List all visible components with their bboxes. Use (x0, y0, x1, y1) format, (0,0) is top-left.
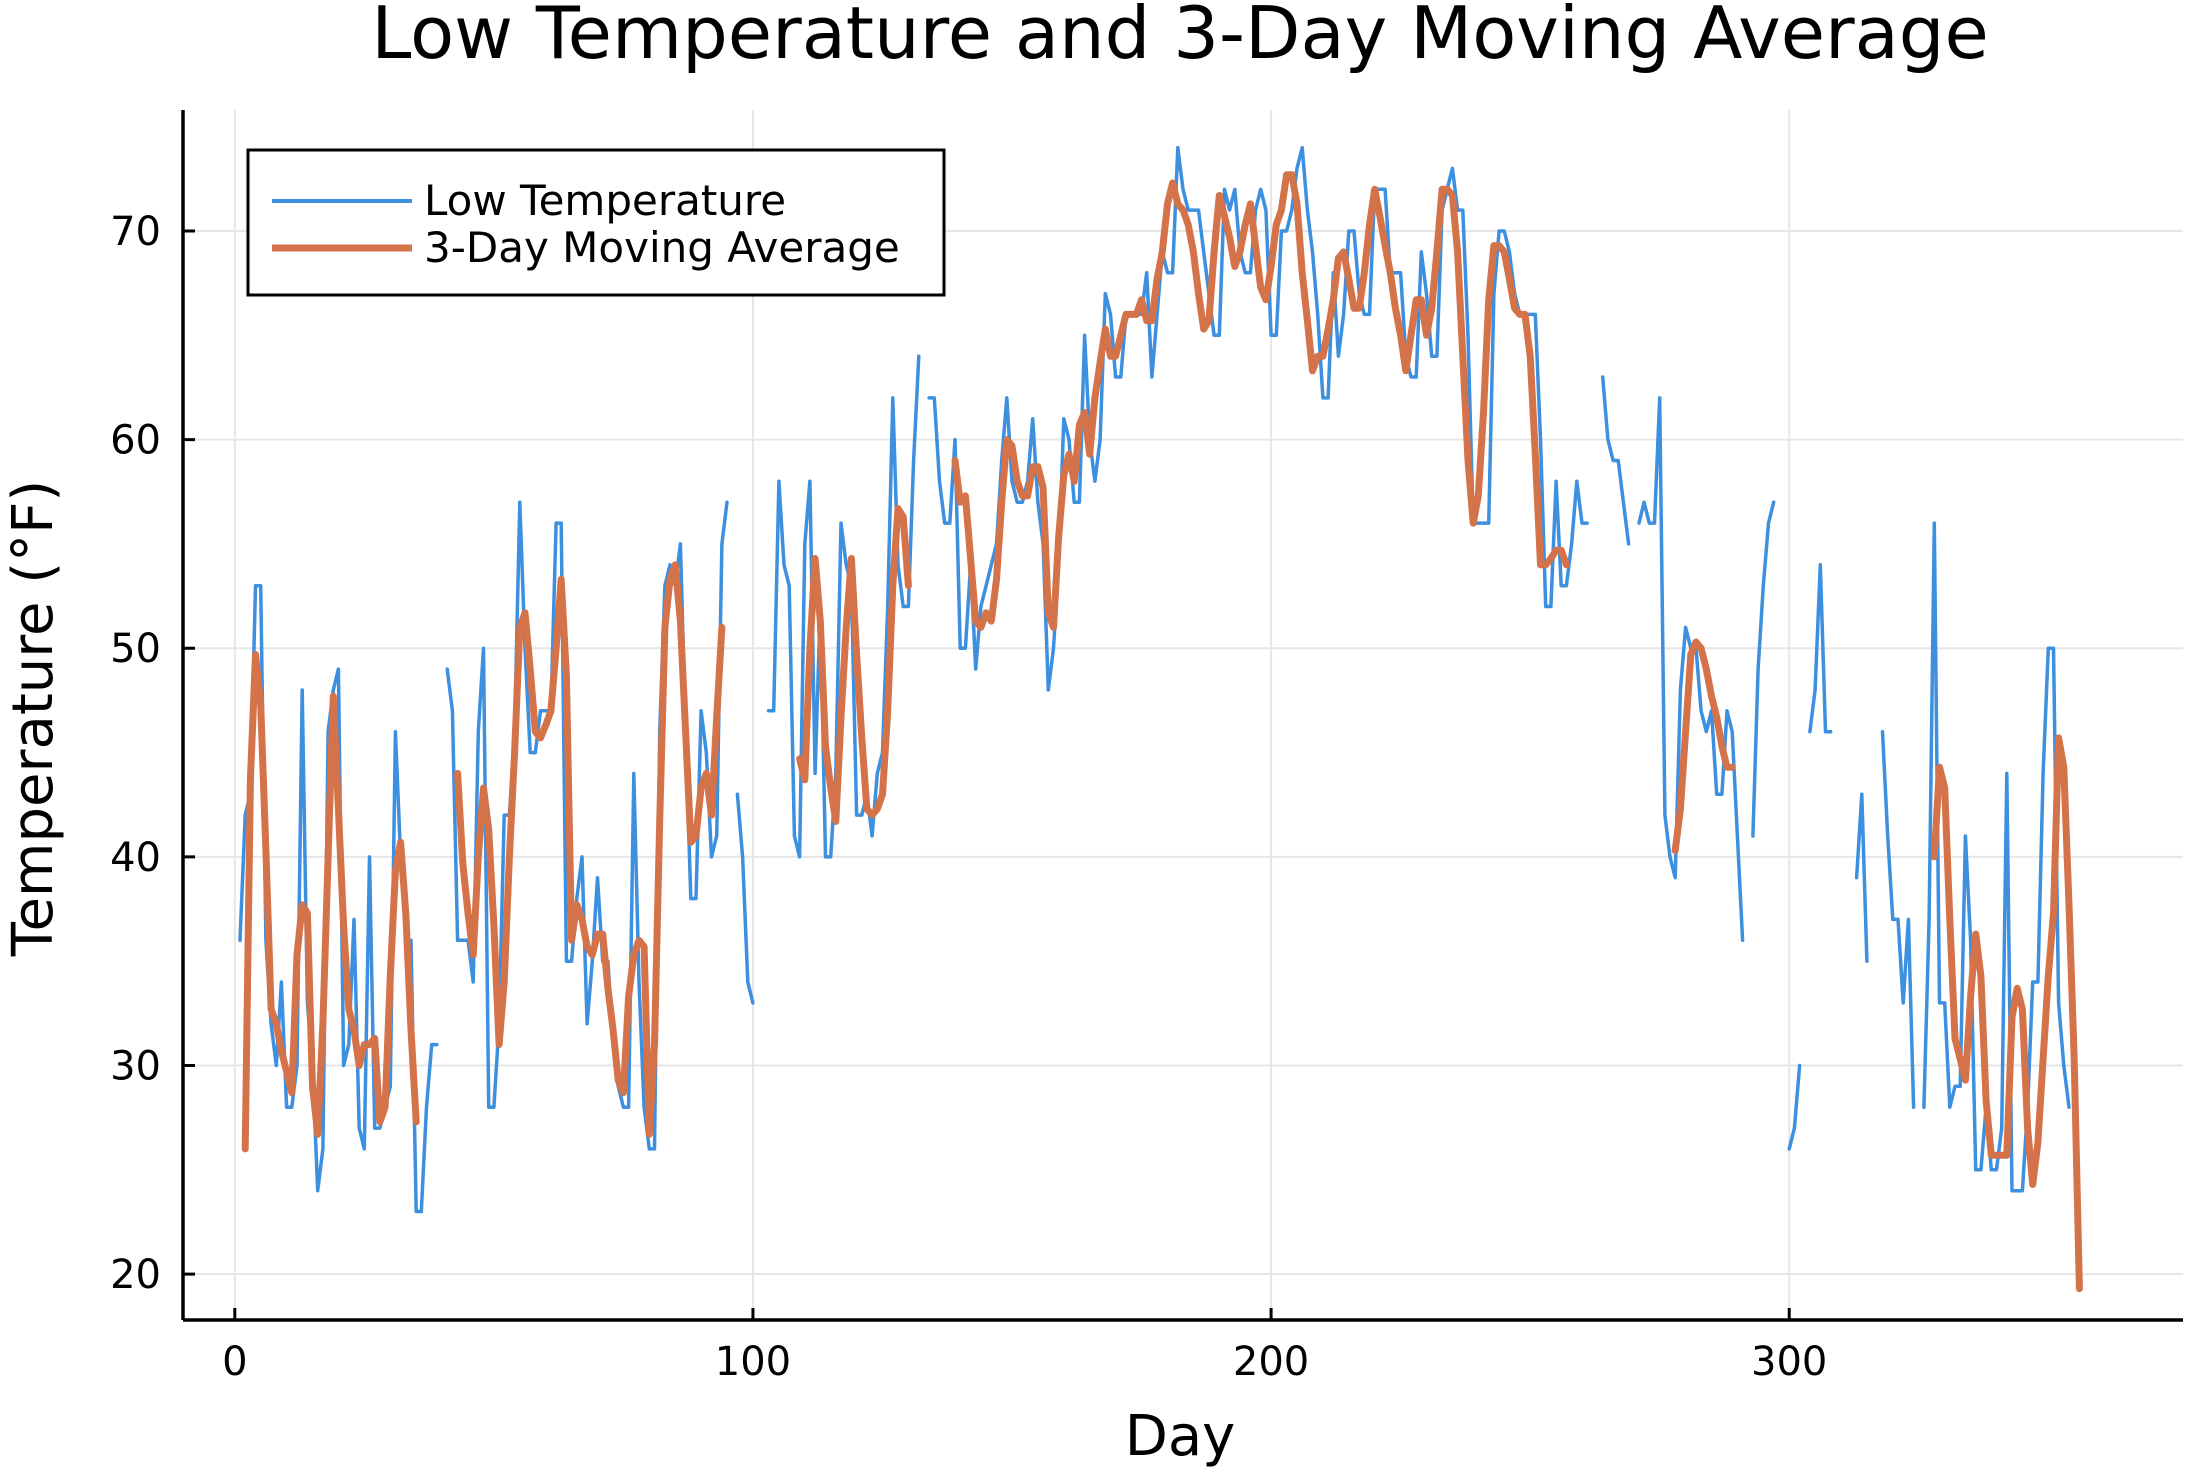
chart-title: Low Temperature and 3-Day Moving Average (371, 0, 1989, 75)
legend: Low Temperature 3-Day Moving Average (246, 148, 946, 297)
legend-label-moving-average: 3-Day Moving Average (424, 223, 900, 272)
x-axis-label: Day (1125, 1404, 1236, 1469)
series-layer (238, 145, 2083, 1293)
y-tick-label: 40 (110, 835, 161, 881)
x-tick-label: 200 (1233, 1339, 1309, 1385)
x-tick-label: 100 (715, 1339, 791, 1385)
series-line-low-temperature (238, 145, 2071, 1214)
x-tick-label: 0 (222, 1339, 247, 1385)
legend-label-low-temperature: Low Temperature (424, 176, 786, 225)
x-tick-label: 300 (1751, 1339, 1827, 1385)
legend-box (246, 148, 946, 297)
axes (181, 110, 2183, 1322)
y-tick-label: 50 (110, 626, 161, 672)
y-tick-label: 30 (110, 1043, 161, 1089)
series-line-moving-average (241, 171, 2083, 1293)
y-tick-label: 70 (110, 209, 161, 255)
y-tick-label: 60 (110, 418, 161, 464)
tick-labels: 0 100 200 300 20 30 40 50 60 70 (110, 209, 1827, 1385)
y-axis-label: Temperature (°F) (1, 480, 66, 957)
y-tick-label: 20 (110, 1252, 161, 1298)
